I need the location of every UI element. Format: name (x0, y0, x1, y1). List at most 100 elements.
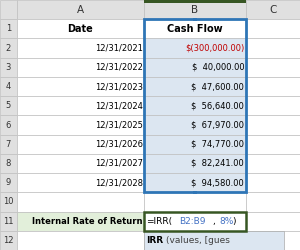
Bar (144, 212, 246, 231)
Bar (144, 58, 246, 77)
Bar (0, 212, 16, 231)
Bar (16, 38, 144, 58)
Text: 5: 5 (6, 101, 11, 110)
Bar (246, 212, 300, 231)
Text: 12/31/2026: 12/31/2026 (95, 140, 143, 149)
Bar (246, 0, 300, 19)
Text: A: A (77, 4, 84, 15)
Bar (0, 192, 16, 212)
Text: 12/31/2027: 12/31/2027 (95, 159, 143, 168)
Bar (0, 38, 16, 58)
Bar (16, 231, 144, 250)
Text: 1: 1 (6, 24, 11, 33)
Bar (246, 96, 300, 116)
Bar (144, 38, 246, 58)
Text: 9: 9 (6, 178, 11, 187)
Text: 12/31/2024: 12/31/2024 (95, 101, 143, 110)
Text: 12/31/2022: 12/31/2022 (95, 63, 143, 72)
Text: $  67,970.00: $ 67,970.00 (191, 120, 244, 130)
Bar (16, 154, 144, 173)
Bar (16, 96, 144, 116)
Text: Cash Flow: Cash Flow (167, 24, 223, 34)
Bar (16, 77, 144, 96)
Bar (144, 0, 246, 19)
Text: B2:B9: B2:B9 (179, 217, 206, 226)
Text: $  40,000.00: $ 40,000.00 (192, 63, 244, 72)
Bar (0, 134, 16, 154)
Text: 3: 3 (6, 63, 11, 72)
Text: $  47,600.00: $ 47,600.00 (191, 82, 244, 91)
Bar (144, 116, 246, 134)
Bar (144, 0, 246, 19)
Text: 12/31/2021: 12/31/2021 (95, 44, 143, 52)
Text: ,: , (212, 217, 215, 226)
Bar (144, 77, 246, 96)
Bar (246, 134, 300, 154)
Text: 2: 2 (6, 44, 11, 52)
Bar (0, 77, 16, 96)
Bar (246, 192, 300, 212)
Bar (144, 19, 246, 38)
Bar (246, 154, 300, 173)
Text: 7: 7 (6, 140, 11, 149)
Text: C: C (269, 4, 277, 15)
Bar (246, 231, 300, 250)
Bar (16, 116, 144, 134)
Bar (246, 58, 300, 77)
Bar (144, 231, 284, 250)
Text: 12/31/2028: 12/31/2028 (95, 178, 143, 187)
Text: 8: 8 (6, 159, 11, 168)
Bar (246, 173, 300, 192)
Text: (values, [gues: (values, [gues (166, 236, 230, 245)
Text: 12/31/2025: 12/31/2025 (95, 120, 143, 130)
Bar (16, 212, 144, 231)
Text: Date: Date (68, 24, 93, 34)
Text: $  94,580.00: $ 94,580.00 (191, 178, 244, 187)
Text: $(300,000.00): $(300,000.00) (185, 44, 244, 52)
Text: B: B (191, 4, 199, 15)
Bar (0, 96, 16, 116)
Bar (246, 77, 300, 96)
Bar (0, 0, 16, 19)
Text: $  74,770.00: $ 74,770.00 (191, 140, 244, 149)
Bar (16, 192, 144, 212)
Bar (144, 19, 246, 192)
Bar (144, 192, 246, 212)
Bar (0, 19, 16, 38)
Bar (144, 212, 246, 231)
Bar (16, 19, 144, 38)
Bar (16, 173, 144, 192)
Bar (144, 0, 246, 4)
Bar (246, 19, 300, 38)
Text: 12: 12 (3, 236, 13, 245)
Bar (16, 134, 144, 154)
Bar (144, 154, 246, 173)
Bar (0, 154, 16, 173)
Text: $  82,241.00: $ 82,241.00 (191, 159, 244, 168)
Text: =IRR(: =IRR( (146, 217, 172, 226)
Text: ): ) (232, 217, 236, 226)
Bar (246, 38, 300, 58)
Text: 4: 4 (6, 82, 11, 91)
Bar (0, 58, 16, 77)
Bar (144, 96, 246, 116)
Text: 11: 11 (3, 217, 13, 226)
Text: 8%: 8% (219, 217, 233, 226)
Bar (0, 231, 16, 250)
Text: 12/31/2023: 12/31/2023 (95, 82, 143, 91)
Bar (144, 134, 246, 154)
Bar (16, 58, 144, 77)
Bar (0, 173, 16, 192)
Bar (16, 0, 144, 19)
Bar (246, 116, 300, 134)
Text: IRR: IRR (146, 236, 164, 245)
Text: 10: 10 (3, 198, 13, 206)
Bar (193, 18, 197, 21)
Bar (144, 173, 246, 192)
Bar (193, 191, 197, 194)
Text: $  56,640.00: $ 56,640.00 (191, 101, 244, 110)
Text: 6: 6 (6, 120, 11, 130)
Bar (0, 116, 16, 134)
Text: Internal Rate of Return: Internal Rate of Return (32, 217, 143, 226)
Bar (144, 231, 246, 250)
